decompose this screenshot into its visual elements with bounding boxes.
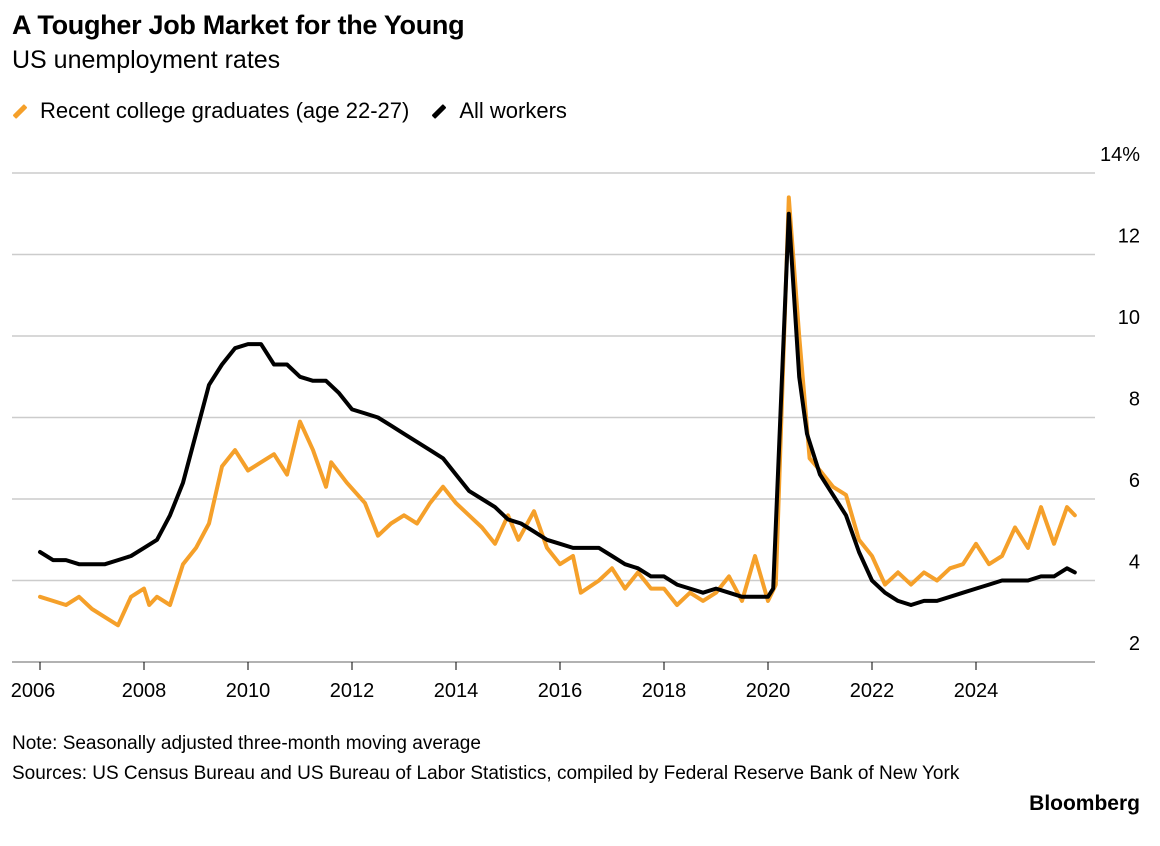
x-tick-label: 2012 — [330, 680, 375, 702]
y-tick-label: 4 — [1129, 552, 1140, 574]
x-tick-label: 2018 — [642, 680, 687, 702]
x-tick-label: 2010 — [226, 680, 271, 702]
legend-item-all-workers: All workers — [431, 98, 567, 124]
x-tick-label: 2016 — [538, 680, 583, 702]
y-tick-label: 12 — [1118, 226, 1140, 248]
sources: Sources: US Census Bureau and US Bureau … — [12, 763, 960, 784]
y-tick-label: 6 — [1129, 470, 1140, 492]
y-tick-label: 2 — [1129, 633, 1140, 655]
chart-title: A Tougher Job Market for the Young — [12, 10, 465, 40]
x-tick-label: 2024 — [954, 680, 999, 702]
x-tick-label: 2006 — [11, 680, 56, 702]
y-tick-label: 10 — [1118, 307, 1140, 329]
legend-label-all-workers: All workers — [459, 98, 567, 123]
x-tick-label: 2020 — [746, 680, 791, 702]
series-line-all-workers — [38, 211, 1077, 607]
footnote: Note: Seasonally adjusted three-month mo… — [12, 733, 481, 754]
legend-item-graduates: Recent college graduates (age 22-27) — [12, 98, 409, 124]
line-chart: 14% 12 10 8 6 4 2 2006 2008 2010 2012 2014 2016 2018 2… — [11, 144, 1140, 702]
x-tick-label: 2014 — [434, 680, 479, 702]
y-tick-label: 14% — [1100, 144, 1140, 166]
bloomberg-logo: Bloomberg — [1029, 792, 1140, 815]
y-tick-label: 8 — [1129, 389, 1140, 411]
legend-label-graduates: Recent college graduates (age 22-27) — [40, 98, 410, 123]
x-tick-label: 2008 — [122, 680, 167, 702]
legend: Recent college graduates (age 22-27) All… — [12, 98, 589, 124]
x-tick-label: 2022 — [850, 680, 895, 702]
series-line-graduates — [38, 195, 1077, 628]
chart-subtitle: US unemployment rates — [12, 46, 281, 74]
